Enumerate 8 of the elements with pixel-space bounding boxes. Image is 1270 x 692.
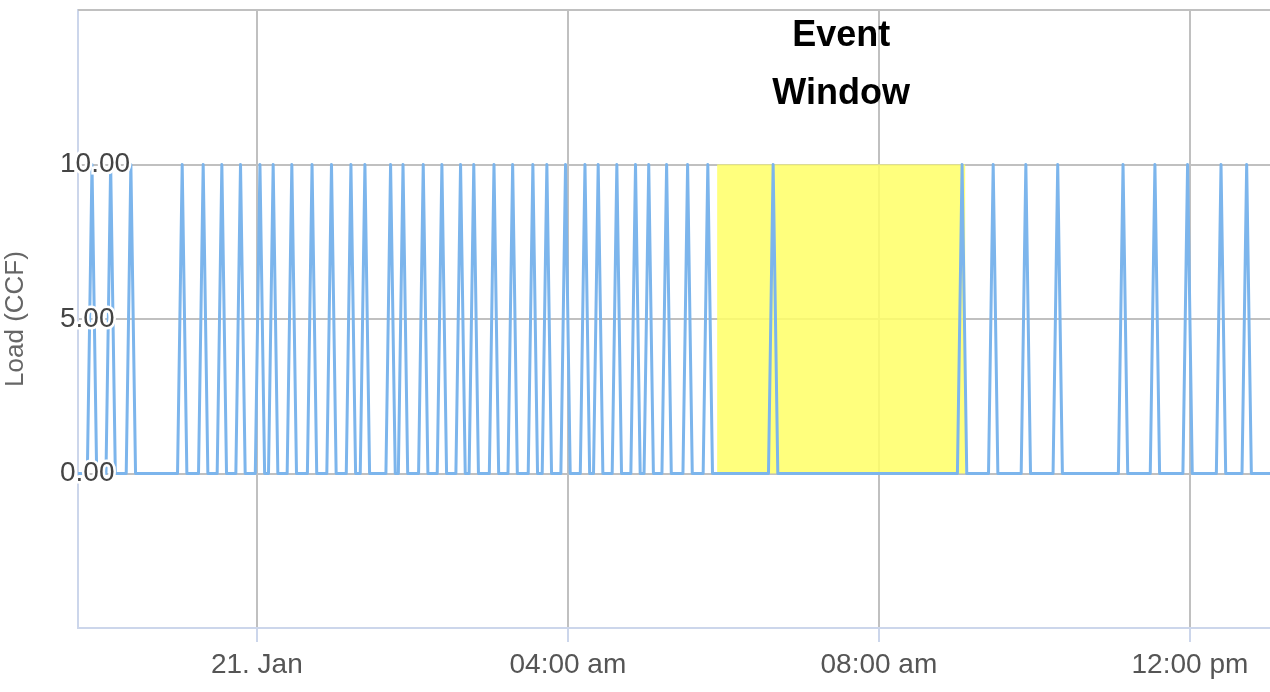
x-tick-label: 08:00 am bbox=[820, 647, 938, 679]
x-tick-label: 12:00 pm bbox=[1131, 647, 1249, 679]
y-tick-label: 10.00 bbox=[60, 147, 131, 179]
y-tick-label: 0.00 bbox=[60, 456, 115, 488]
x-tick-label: 04:00 am bbox=[509, 647, 627, 679]
x-tick-label: 21. Jan bbox=[210, 647, 303, 679]
y-axis-title: Load (CCF) bbox=[0, 251, 29, 387]
band-label: Event Window bbox=[772, 12, 911, 112]
